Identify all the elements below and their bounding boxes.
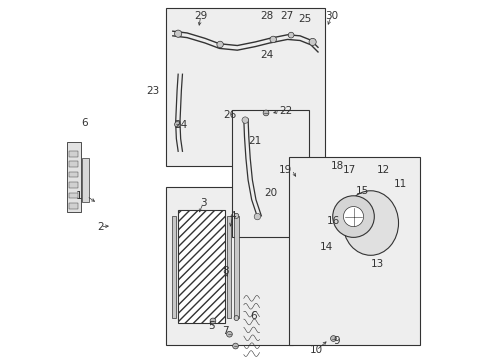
Circle shape bbox=[232, 343, 238, 349]
Ellipse shape bbox=[234, 316, 238, 320]
Ellipse shape bbox=[342, 191, 398, 255]
Circle shape bbox=[210, 318, 215, 324]
Bar bbox=[234, 216, 238, 318]
Text: 23: 23 bbox=[145, 86, 159, 96]
Text: 14: 14 bbox=[319, 242, 332, 252]
Bar bbox=[289, 157, 419, 345]
Text: 5: 5 bbox=[208, 321, 214, 331]
Text: 24: 24 bbox=[174, 121, 187, 130]
Text: 11: 11 bbox=[393, 179, 407, 189]
Bar bbox=[67, 142, 81, 212]
Circle shape bbox=[269, 36, 276, 42]
Bar bbox=[69, 161, 78, 167]
Bar bbox=[226, 216, 230, 318]
Bar bbox=[171, 216, 176, 318]
Circle shape bbox=[174, 122, 180, 127]
Bar bbox=[82, 158, 89, 202]
Circle shape bbox=[226, 331, 232, 337]
Text: 30: 30 bbox=[324, 11, 337, 21]
Text: 1: 1 bbox=[76, 191, 82, 201]
Text: 9: 9 bbox=[333, 336, 340, 346]
Circle shape bbox=[174, 30, 182, 37]
Bar bbox=[69, 151, 78, 157]
Circle shape bbox=[242, 117, 248, 123]
Bar bbox=[165, 187, 292, 345]
Text: 22: 22 bbox=[279, 106, 292, 116]
Text: 29: 29 bbox=[194, 11, 207, 21]
Text: 6: 6 bbox=[250, 311, 257, 321]
Text: 20: 20 bbox=[263, 188, 276, 198]
Circle shape bbox=[332, 196, 373, 237]
Text: 28: 28 bbox=[260, 11, 273, 21]
Text: 6: 6 bbox=[81, 118, 88, 128]
Text: 10: 10 bbox=[309, 345, 322, 355]
Text: 13: 13 bbox=[370, 259, 384, 269]
Circle shape bbox=[263, 110, 268, 116]
Text: 7: 7 bbox=[222, 325, 229, 336]
Circle shape bbox=[254, 213, 260, 220]
Circle shape bbox=[287, 32, 293, 38]
Circle shape bbox=[308, 39, 316, 45]
Text: 3: 3 bbox=[200, 198, 206, 208]
Text: 4: 4 bbox=[229, 211, 236, 221]
Text: 17: 17 bbox=[342, 165, 355, 175]
Text: 25: 25 bbox=[298, 14, 311, 24]
Bar bbox=[231, 110, 308, 237]
Circle shape bbox=[330, 336, 336, 341]
Bar bbox=[69, 203, 78, 209]
Text: 26: 26 bbox=[223, 110, 236, 120]
Ellipse shape bbox=[234, 213, 238, 219]
Text: 27: 27 bbox=[280, 11, 293, 21]
Bar bbox=[69, 182, 78, 188]
Bar bbox=[69, 193, 78, 198]
Text: 15: 15 bbox=[355, 186, 368, 196]
Text: 8: 8 bbox=[222, 266, 229, 276]
Text: 2: 2 bbox=[97, 222, 103, 231]
Bar bbox=[178, 211, 224, 323]
Text: 16: 16 bbox=[326, 216, 339, 226]
Bar bbox=[69, 172, 78, 177]
Text: 18: 18 bbox=[330, 161, 343, 171]
Text: 21: 21 bbox=[248, 136, 262, 146]
Circle shape bbox=[217, 41, 223, 48]
Circle shape bbox=[343, 207, 363, 226]
Bar bbox=[165, 8, 325, 166]
Text: 12: 12 bbox=[376, 165, 389, 175]
Text: 19: 19 bbox=[278, 165, 291, 175]
Text: 24: 24 bbox=[260, 50, 273, 60]
